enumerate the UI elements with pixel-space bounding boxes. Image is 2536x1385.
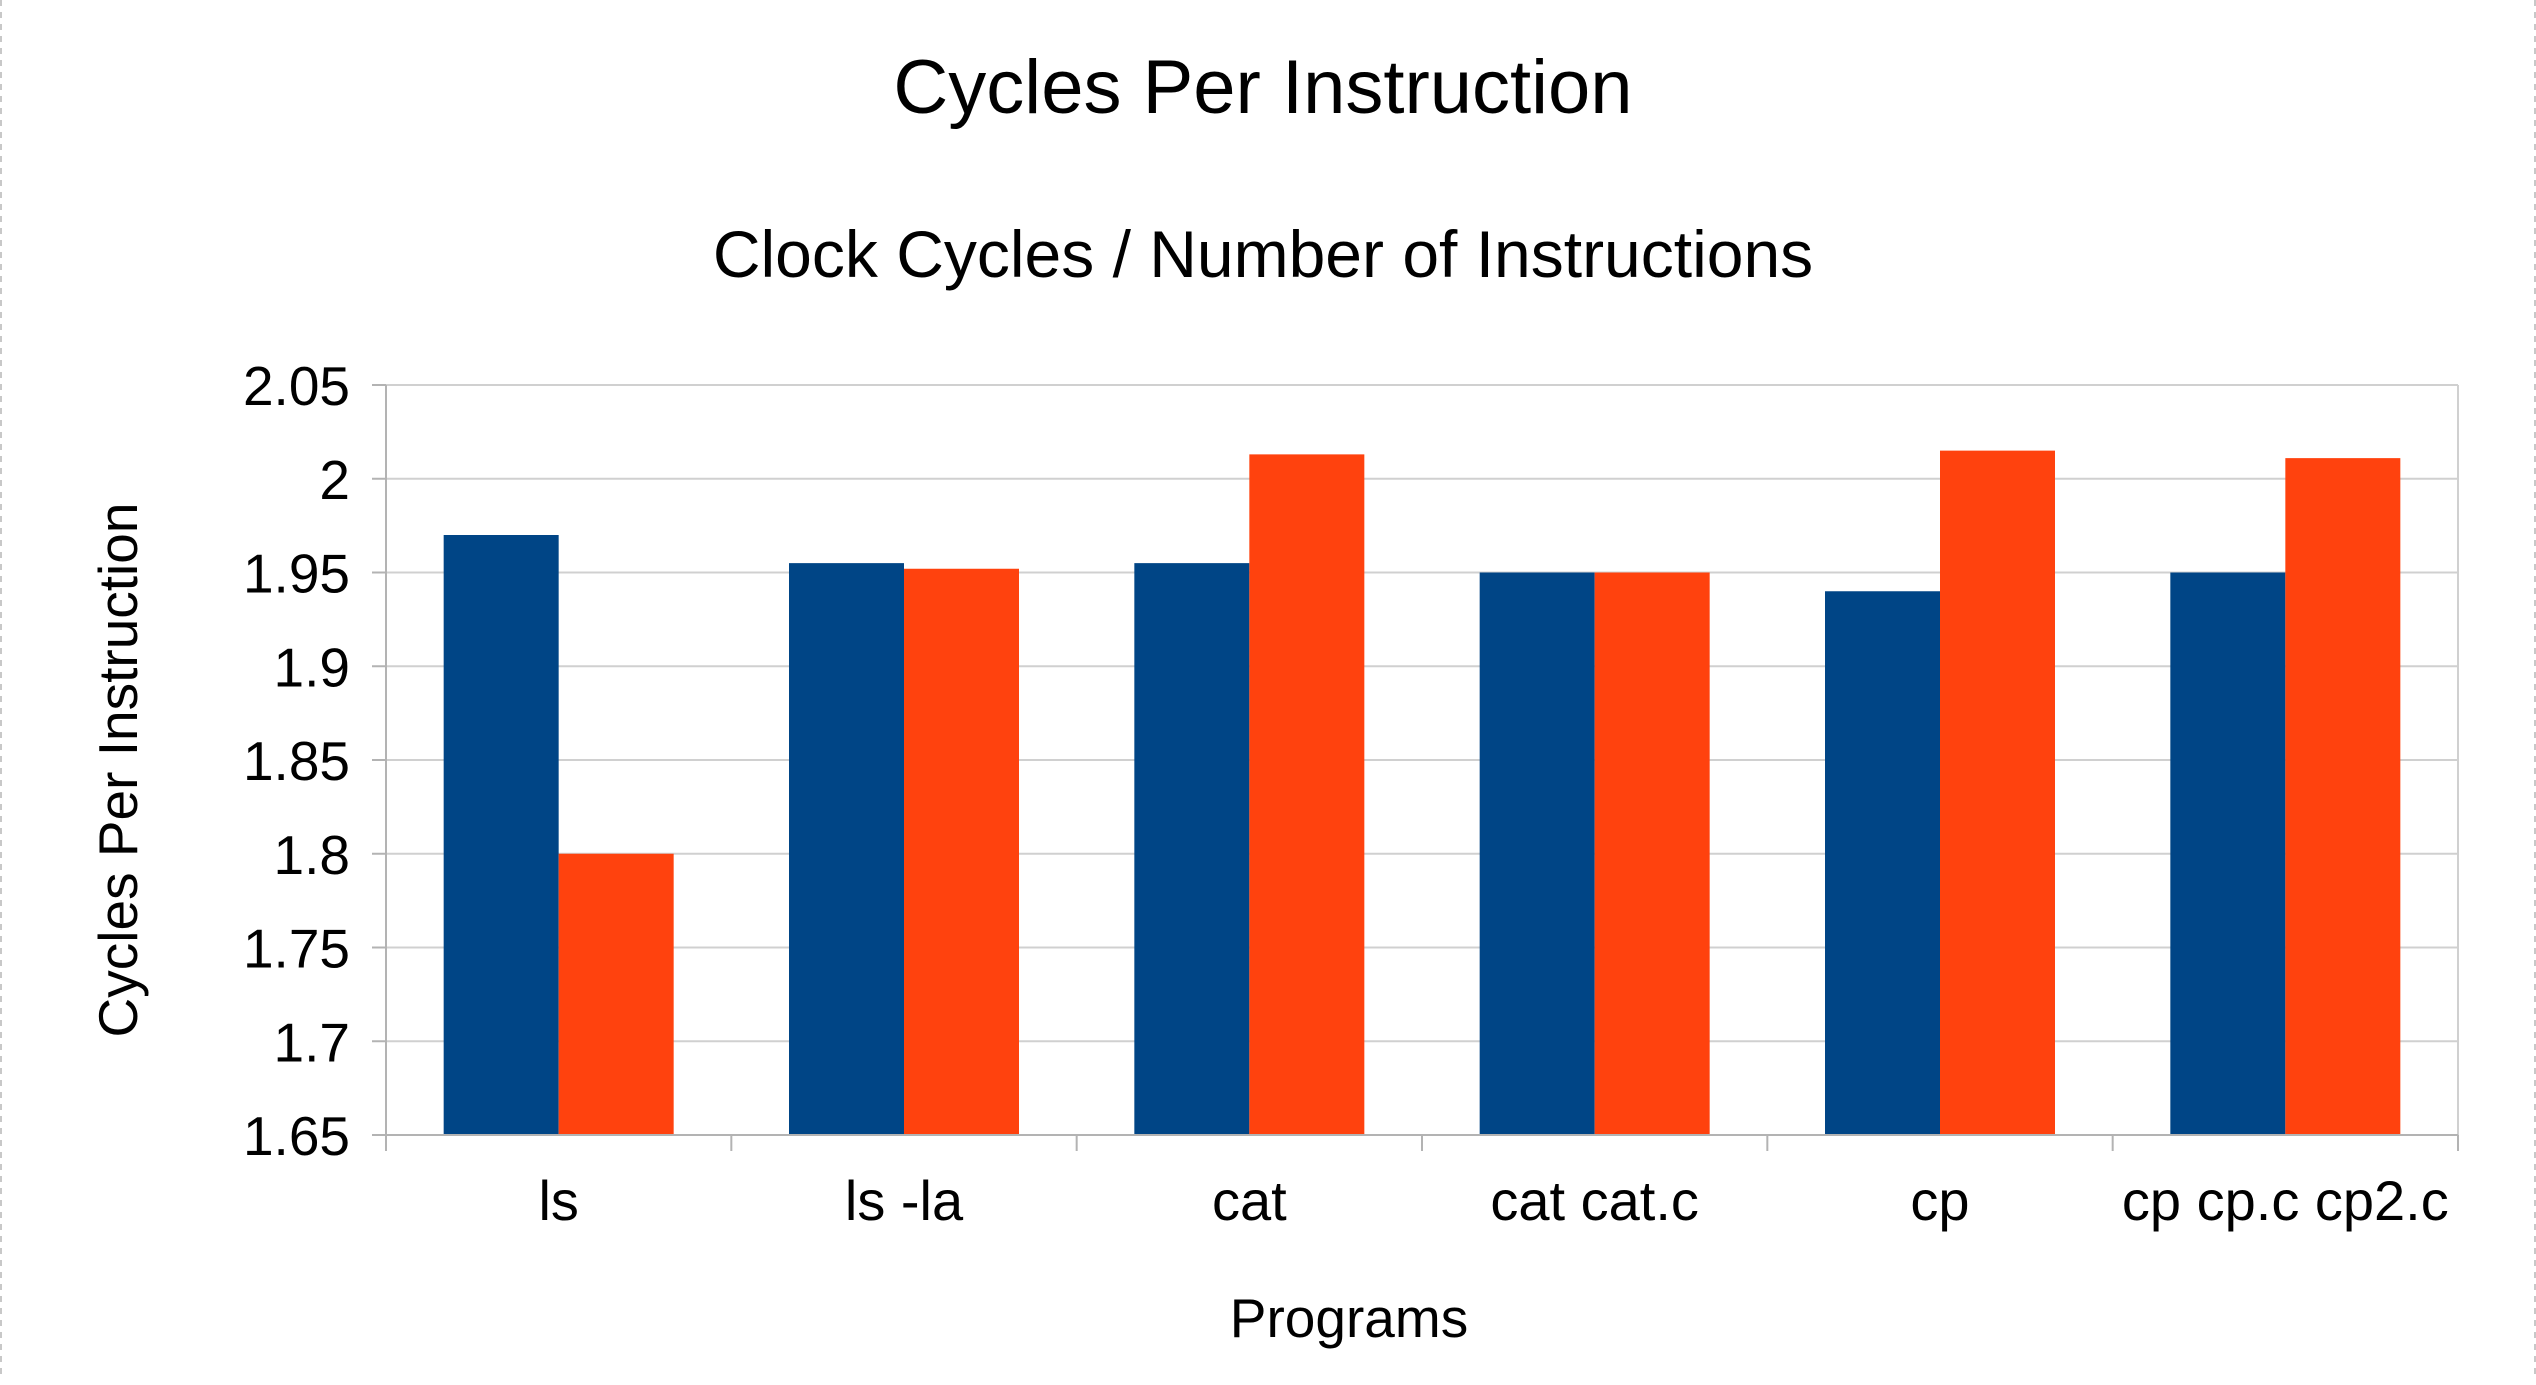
- y-tick-label: 1.65: [243, 1105, 350, 1167]
- x-category-labels: ls ls -la cat cat cat.c cp cp cp.c cp2.c: [538, 1169, 2448, 1232]
- x-axis-title: Programs: [1230, 1287, 1468, 1349]
- bar-orange-4: [1940, 450, 2055, 1135]
- bar-orange-1: [904, 568, 1019, 1135]
- y-tick-labels: 1.65 1.7 1.75 1.8 1.85 1.9 1.95 2 2.05: [243, 355, 350, 1167]
- bar-blue-2: [1134, 563, 1250, 1135]
- bar-orange-3: [1594, 572, 1710, 1135]
- gridlines: [386, 384, 2459, 1136]
- x-category-label: cp cp.c cp2.c: [2122, 1169, 2449, 1232]
- y-axis-title: Cycles Per Instruction: [87, 503, 149, 1038]
- bar-orange-2: [1249, 454, 1365, 1135]
- left-page-edge: [0, 0, 2, 1380]
- y-tick-label: 2.05: [243, 355, 350, 417]
- x-category-label: ls: [538, 1169, 578, 1232]
- bar-blue-0: [443, 535, 559, 1135]
- x-category-label: cat cat.c: [1490, 1169, 1699, 1232]
- bar-blue-4: [1825, 591, 1940, 1135]
- bar-orange-0: [558, 853, 674, 1135]
- chart-title: Cycles Per Instruction: [893, 45, 1632, 130]
- x-category-label: ls -la: [845, 1169, 964, 1232]
- bar-blue-1: [789, 563, 904, 1135]
- bar-orange-5: [2285, 458, 2401, 1135]
- y-tick-label: 1.8: [274, 824, 350, 886]
- bar-blue-5: [2170, 572, 2286, 1135]
- y-tick-label: 1.7: [274, 1011, 350, 1073]
- y-tick-label: 1.95: [243, 543, 350, 605]
- y-tick-label: 1.75: [243, 918, 350, 980]
- axes: [372, 384, 2459, 1151]
- x-category-label: cp: [1910, 1169, 1969, 1232]
- right-page-edge: [2534, 0, 2536, 1380]
- x-category-label: cat: [1212, 1169, 1287, 1232]
- y-tick-label: 2: [319, 449, 350, 511]
- y-tick-label: 1.85: [243, 730, 350, 792]
- bar-blue-3: [1479, 572, 1595, 1135]
- y-tick-label: 1.9: [274, 636, 350, 698]
- bars: [443, 450, 2401, 1135]
- chart-subtitle: Clock Cycles / Number of Instructions: [713, 217, 1813, 291]
